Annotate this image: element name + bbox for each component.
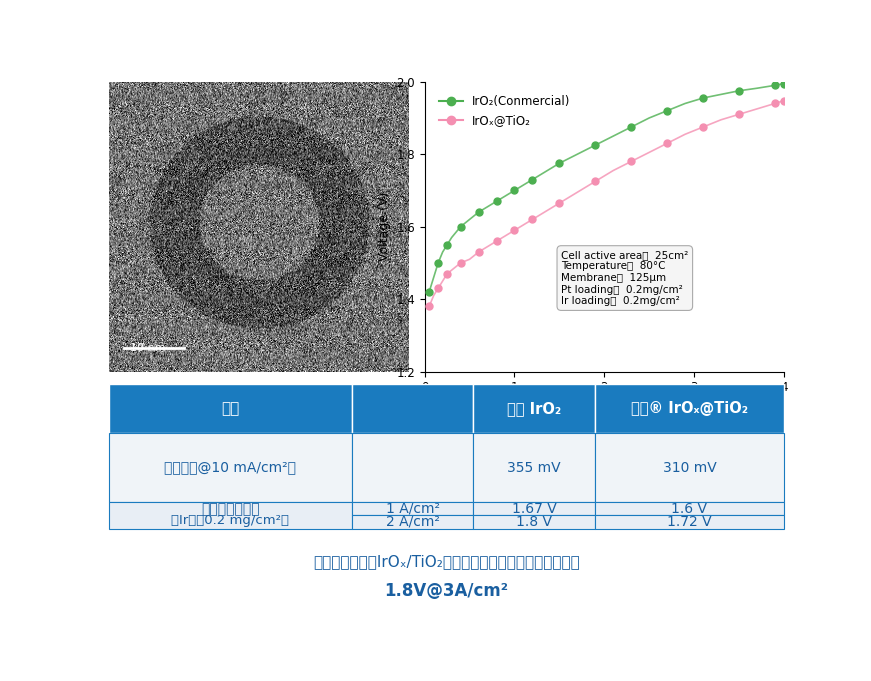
Text: 过电势（@10 mA/cm²）: 过电势（@10 mA/cm²） <box>165 460 296 475</box>
Text: 1.8 V: 1.8 V <box>517 515 552 529</box>
Text: 2 A/cm²: 2 A/cm² <box>386 515 440 529</box>
Point <box>440 239 454 250</box>
Text: 膜电极电解电压: 膜电极电解电压 <box>201 503 260 517</box>
Text: 清氢® IrOₓ@TiO₂: 清氢® IrOₓ@TiO₂ <box>631 401 748 416</box>
Point <box>588 140 602 151</box>
Point <box>625 122 638 133</box>
Point <box>508 185 522 196</box>
Bar <box>352 433 474 502</box>
Text: （Ir载量0.2 mg/cm²）: （Ir载量0.2 mg/cm²） <box>172 514 289 527</box>
Text: 性能: 性能 <box>221 401 240 416</box>
Text: Cell active area：  25cm²
Temperature：  80°C
Membrane：  125μm
Pt loading：  0.2mg/: Cell active area： 25cm² Temperature： 80°… <box>561 250 688 306</box>
Point <box>454 257 468 268</box>
Bar <box>109 502 352 528</box>
Text: 355 mV: 355 mV <box>507 460 561 475</box>
Point <box>454 221 468 232</box>
Point <box>777 78 791 89</box>
Text: 1.67 V: 1.67 V <box>512 501 557 516</box>
Point <box>552 197 566 208</box>
Text: 310 mV: 310 mV <box>663 460 716 475</box>
Text: 清氢科技担载型IrOₓ/TiO₂析氧过电位低，可支持大电流电解: 清氢科技担载型IrOₓ/TiO₂析氧过电位低，可支持大电流电解 <box>313 554 580 569</box>
Point <box>732 85 746 96</box>
Point <box>732 109 746 120</box>
Bar <box>595 433 784 502</box>
Point <box>508 225 522 236</box>
Point <box>696 93 710 104</box>
Bar <box>352 384 474 433</box>
Point <box>471 207 485 218</box>
Legend: IrO₂(Conmercial), IrOₓ@TiO₂: IrO₂(Conmercial), IrOₓ@TiO₂ <box>434 91 575 132</box>
Point <box>768 98 782 109</box>
Point <box>525 174 539 185</box>
Bar <box>595 516 784 528</box>
Point <box>440 268 454 279</box>
Bar <box>474 516 595 528</box>
Bar <box>474 384 595 433</box>
Point <box>588 176 602 187</box>
Point <box>431 283 445 294</box>
Text: 1.8V@3A/cm²: 1.8V@3A/cm² <box>384 582 509 599</box>
Point <box>768 80 782 91</box>
Bar <box>109 384 352 433</box>
Bar <box>595 384 784 433</box>
Text: 1 A/cm²: 1 A/cm² <box>386 501 440 516</box>
Bar <box>474 433 595 502</box>
Y-axis label: Voltage (V): Voltage (V) <box>378 192 391 262</box>
Text: 10 nm: 10 nm <box>130 343 165 353</box>
Bar <box>352 502 474 516</box>
Point <box>660 106 674 116</box>
Point <box>777 95 791 106</box>
Bar <box>595 502 784 516</box>
X-axis label: Current density (A cm⁻²): Current density (A cm⁻²) <box>528 400 681 413</box>
Point <box>525 214 539 225</box>
Point <box>696 122 710 133</box>
Point <box>490 196 503 207</box>
Bar <box>474 502 595 516</box>
Point <box>431 257 445 268</box>
Point <box>625 156 638 167</box>
Point <box>422 301 436 312</box>
Text: 商用 IrO₂: 商用 IrO₂ <box>507 401 561 416</box>
Point <box>490 236 503 247</box>
Bar <box>352 516 474 528</box>
Point <box>660 138 674 148</box>
Point <box>552 158 566 169</box>
Point <box>422 287 436 298</box>
Text: 1.72 V: 1.72 V <box>667 515 712 529</box>
Point <box>471 247 485 257</box>
Text: 1.6 V: 1.6 V <box>672 501 707 516</box>
Bar <box>109 433 352 502</box>
